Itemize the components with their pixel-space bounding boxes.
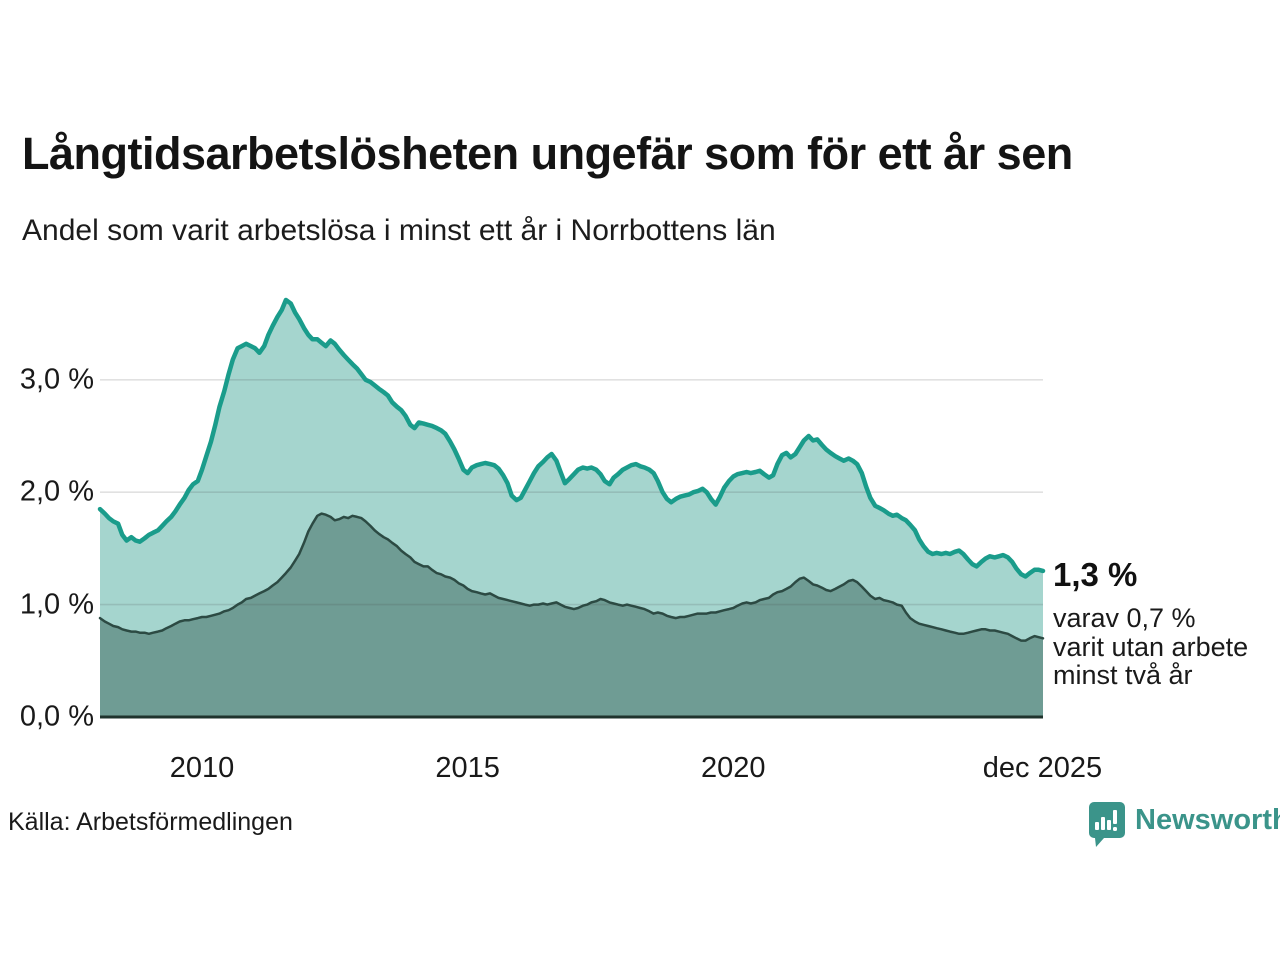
- page-title: Långtidsarbetslösheten ungefär som för e…: [22, 128, 1073, 179]
- y-axis-label: 2,0 %: [19, 475, 94, 508]
- newsworthy-wordmark: Newsworthy: [1135, 804, 1280, 836]
- x-axis-label: dec 2025: [982, 752, 1103, 784]
- y-axis-label: 0,0 %: [19, 700, 94, 733]
- series-area-1: [100, 513, 1043, 717]
- source-credit: Källa: Arbetsförmedlingen: [8, 808, 293, 836]
- x-axis-label: 2015: [435, 752, 500, 784]
- newsworthy-logo: Newsworthy: [1086, 800, 1280, 850]
- x-axis-label: 2020: [701, 752, 766, 784]
- end-value-sublabel: varav 0,7 % varit utan arbete minst två …: [1053, 603, 1249, 691]
- page-subtitle: Andel som varit arbetslösa i minst ett å…: [22, 214, 776, 247]
- newsworthy-bars-icon: [1089, 802, 1125, 847]
- x-axis-label: 2010: [169, 752, 235, 784]
- series-line-0: [98, 512, 1045, 642]
- y-axis-label: 3,0 %: [19, 363, 94, 396]
- end-value-label: 1,3 %: [1053, 556, 1138, 593]
- series-line-1: [97, 297, 1046, 579]
- y-axis-label: 1,0 %: [19, 588, 94, 621]
